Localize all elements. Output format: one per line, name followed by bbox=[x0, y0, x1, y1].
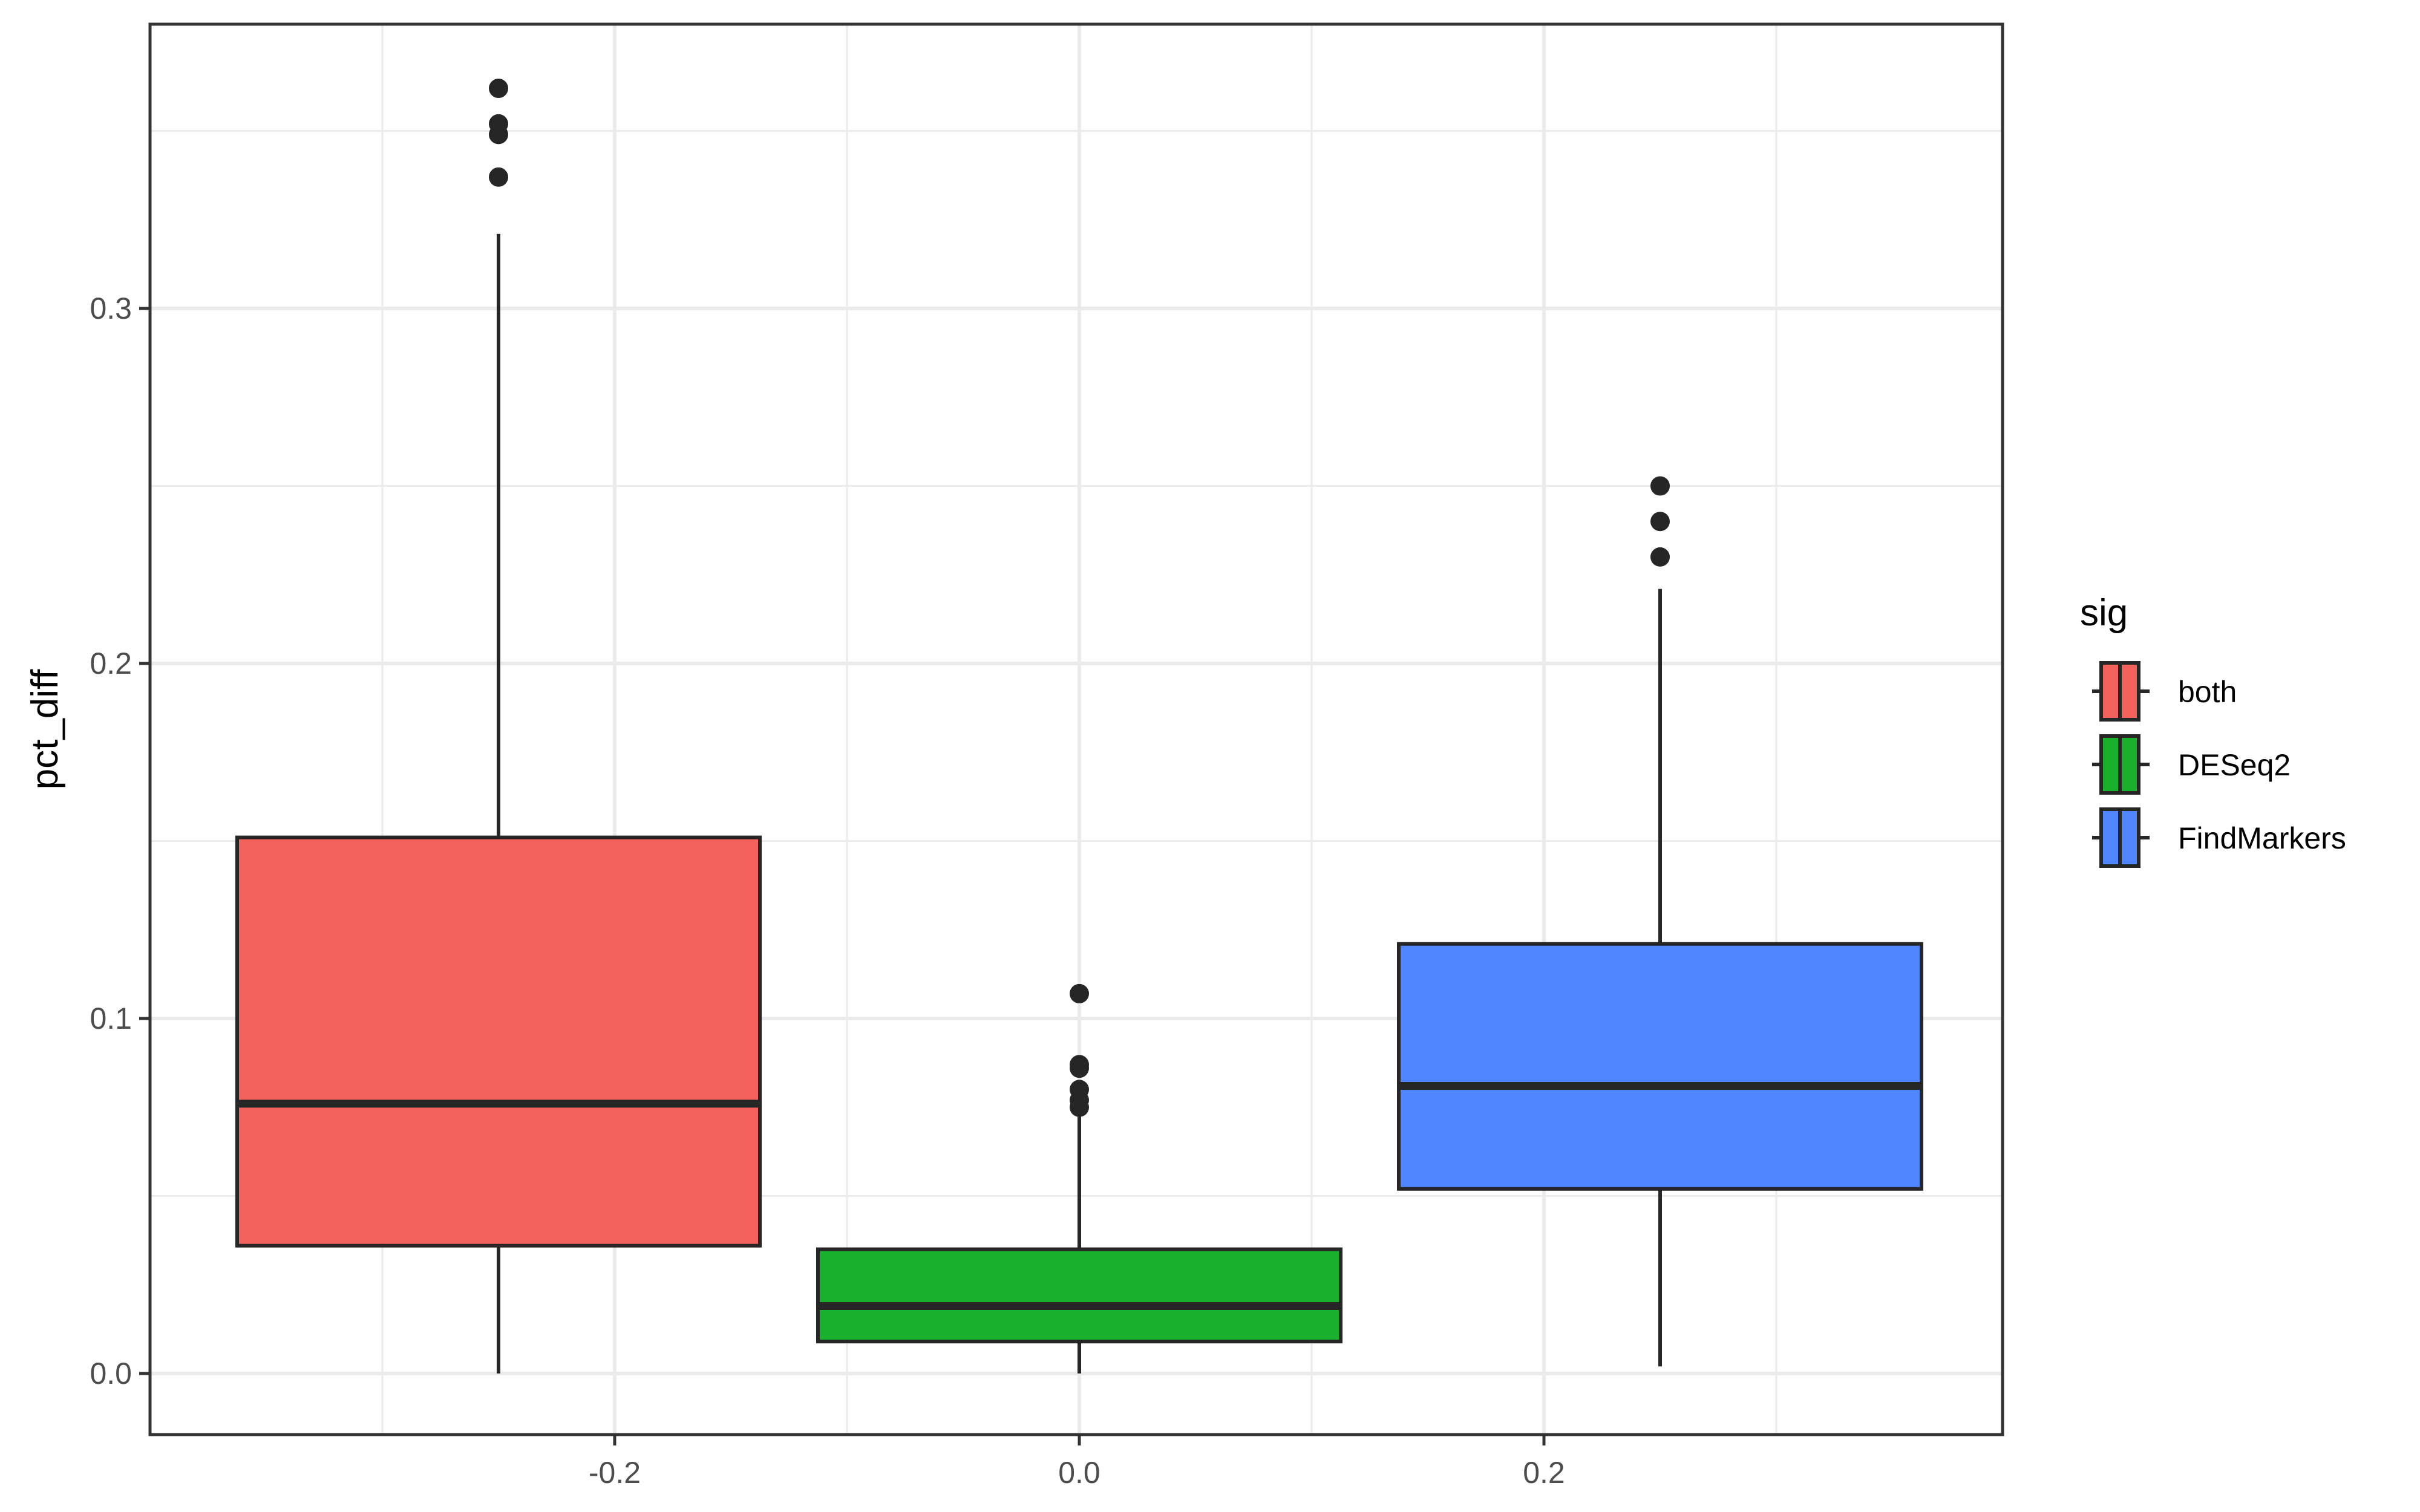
box-findmarkers bbox=[1397, 476, 1923, 1367]
outlier-point bbox=[1650, 512, 1670, 532]
outlier-point bbox=[1070, 983, 1089, 1003]
x-tick-label: -0.2 bbox=[589, 1456, 641, 1490]
box-both bbox=[235, 79, 762, 1374]
plot-panel bbox=[148, 22, 2004, 1436]
y-tick-label: 0.0 bbox=[90, 1357, 132, 1390]
box-iqr bbox=[816, 1247, 1342, 1344]
outlier-point bbox=[1650, 547, 1670, 567]
box-iqr bbox=[235, 835, 762, 1248]
legend-label: DESeq2 bbox=[2178, 748, 2291, 782]
y-tick-label: 0.2 bbox=[90, 647, 132, 680]
legend-key-icon bbox=[2092, 661, 2150, 722]
legend-item-findmarkers: FindMarkers bbox=[2092, 807, 2346, 868]
legend-key-icon bbox=[2092, 734, 2150, 795]
legend-item-both: both bbox=[2092, 661, 2237, 722]
legend-item-deseq2: DESeq2 bbox=[2092, 734, 2291, 795]
y-tick-label: 0.3 bbox=[90, 292, 132, 325]
outlier-point bbox=[1650, 476, 1670, 496]
outlier-point bbox=[1070, 1055, 1089, 1075]
x-tick-label: 0.2 bbox=[1523, 1456, 1565, 1490]
legend-label: FindMarkers bbox=[2178, 821, 2346, 855]
outlier-point bbox=[489, 114, 508, 134]
legend-title: sig bbox=[2080, 592, 2128, 634]
box-iqr bbox=[1397, 942, 1923, 1191]
legend: sig both DESeq2 FindMarkers bbox=[2080, 592, 2346, 868]
legend-label: both bbox=[2178, 675, 2237, 709]
x-tick-label: 0.0 bbox=[1058, 1456, 1100, 1490]
outlier-point bbox=[1070, 1080, 1089, 1100]
y-tick-label: 0.1 bbox=[90, 1002, 132, 1035]
legend-key-icon bbox=[2092, 807, 2150, 868]
box-deseq2 bbox=[816, 983, 1342, 1374]
y-axis-title: pct_diff bbox=[24, 669, 66, 790]
y-axis: 0.0 0.1 0.2 0.3 bbox=[90, 292, 150, 1390]
outlier-point bbox=[489, 79, 508, 99]
x-axis: -0.2 0.0 0.2 bbox=[589, 1435, 1565, 1490]
box-series bbox=[235, 79, 1923, 1374]
panel-border bbox=[148, 22, 2004, 1436]
legend-items: both DESeq2 FindMarkers bbox=[2092, 661, 2346, 868]
outlier-point bbox=[489, 167, 508, 187]
